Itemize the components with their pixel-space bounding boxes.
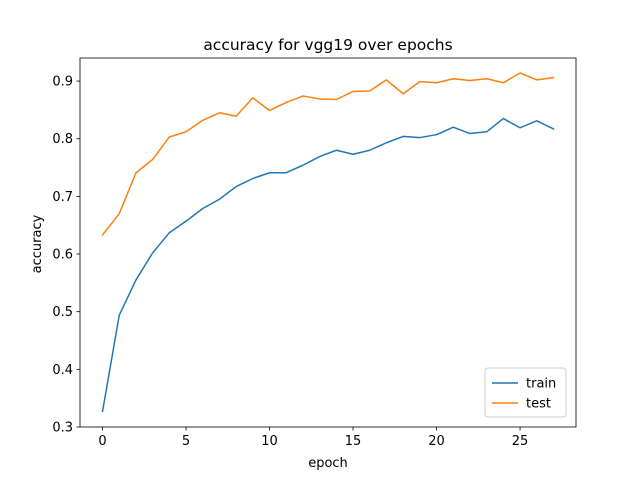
y-tick-label: 0.4 [52,363,73,378]
series-line-train [101,117,555,413]
y-tick-label: 0.5 [52,305,73,320]
x-tick-label: 10 [261,434,278,449]
series-line-test [101,72,555,237]
legend-box [484,367,567,418]
y-tick-label: 0.7 [52,190,73,205]
legend-label-test: test [526,397,551,412]
x-tick-label: 0 [98,434,106,449]
x-tick-label: 5 [182,434,190,449]
x-tick-label: 25 [512,434,529,449]
y-tick-label: 0.6 [52,248,73,263]
x-tick-label: 15 [345,434,362,449]
chart-title: accuracy for vgg19 over epochs [203,36,452,54]
axes-frame [79,57,577,428]
plot-area [79,57,577,428]
legend: train test [484,367,567,418]
y-tick-label: 0.3 [52,421,73,436]
x-tick-label: 20 [428,434,445,449]
series-layer [101,72,555,413]
x-axis-label: epoch [308,456,348,471]
y-axis-label: accuracy [30,214,45,273]
y-tick-label: 0.9 [52,75,73,90]
ticks-layer: 0 5 10 15 20 25 0.3 0.4 0.5 0.6 0.7 0.8 0.9 [52,75,528,449]
legend-label-train: train [526,377,556,392]
y-tick-label: 0.8 [52,132,73,147]
